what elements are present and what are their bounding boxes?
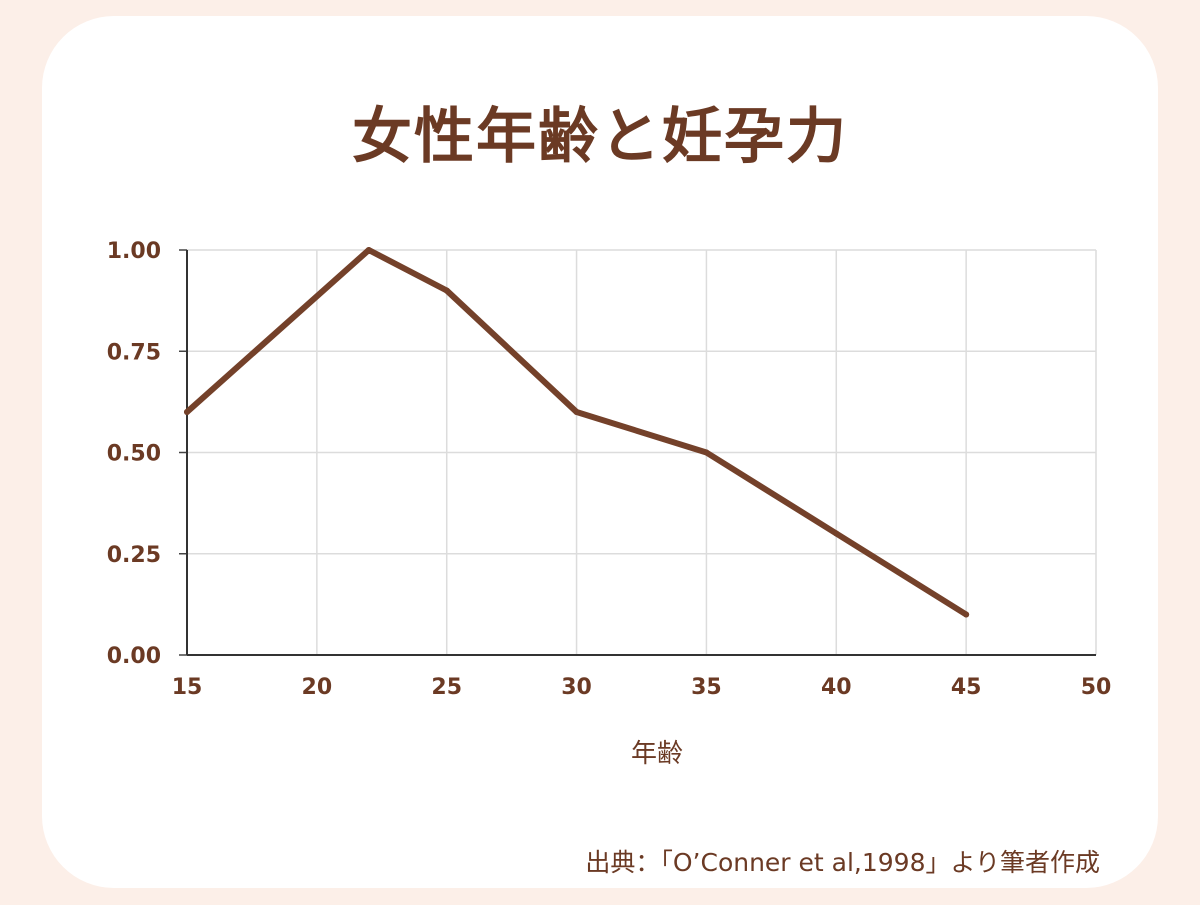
grid [187,249,1097,655]
x-tick-label: 25 [431,675,462,700]
x-axis-label: 年齢 [631,739,683,769]
y-tick-label: 0.00 [107,644,161,669]
x-tick-label: 15 [172,675,203,700]
x-tick-label: 30 [561,675,592,700]
data-point [443,287,450,294]
series-group [184,247,970,618]
data-point [365,247,372,253]
x-tick-label: 40 [821,675,852,700]
y-tick-label: 1.00 [107,239,161,264]
y-tick-label: 0.50 [107,442,161,467]
tick-labels: 15 20 25 30 35 40 45 50 0.00 0.25 0.50 0.75 1.00 [107,239,1112,700]
y-tick-label: 0.75 [107,340,161,365]
x-tick-label: 20 [302,675,333,700]
data-point [963,611,970,618]
data-point [184,409,190,415]
x-tick-label: 35 [691,675,722,700]
chart-title: 女性年齢と妊孕力 [352,102,848,172]
y-tick-label: 0.25 [107,543,161,568]
data-point [573,409,580,415]
source-note: 出典：「O’Conner et al,1998」より筆者作成 [585,848,1100,877]
x-tick-label: 50 [1081,675,1112,700]
axes [179,249,1096,656]
x-tick-label: 45 [951,675,982,700]
data-point [703,449,710,456]
data-point [833,530,840,537]
